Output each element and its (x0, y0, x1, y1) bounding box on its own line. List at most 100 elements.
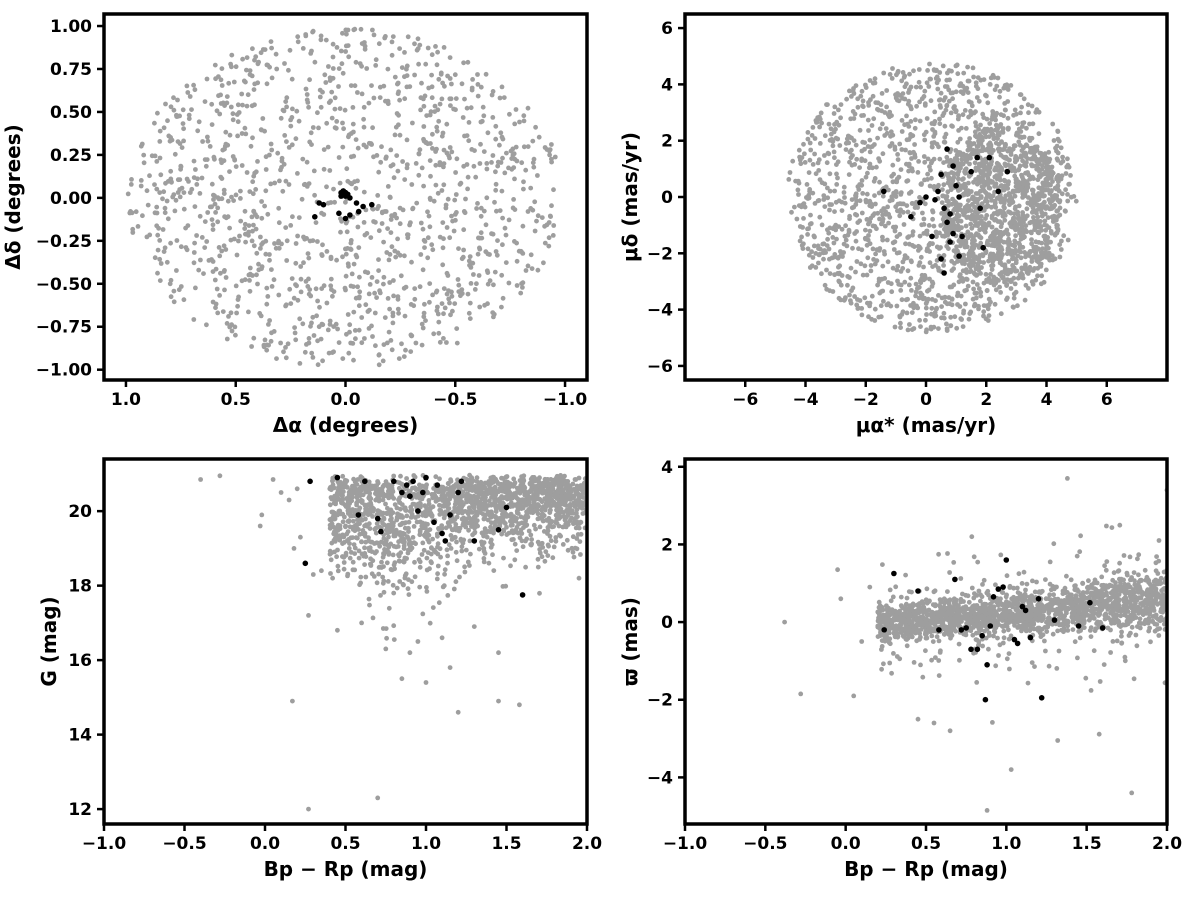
positions-field-point (262, 203, 267, 209)
positions-field-point (552, 154, 558, 160)
positions-field-point (401, 285, 407, 291)
positions-field-point (242, 221, 248, 227)
proper-motion-field-point (817, 116, 823, 122)
positions-field-point (361, 220, 367, 225)
proper-motion-field-point (930, 216, 935, 222)
positions-field-point (530, 138, 536, 144)
proper-motion-field-point (860, 103, 865, 109)
proper-motion-field-point (990, 72, 996, 78)
cmd-field-point (482, 498, 488, 504)
proper-motion-field-point (944, 103, 950, 109)
positions-field-point (140, 213, 145, 219)
positions-field-point (253, 226, 259, 232)
proper-motion-field-point (1022, 234, 1027, 240)
positions-field-point (157, 238, 163, 243)
positions-field-point (291, 295, 297, 301)
proper-motion-field-point (1043, 227, 1049, 233)
cmd-field-point (376, 571, 382, 577)
positions-field-point (295, 171, 300, 176)
positions-field-point (228, 104, 234, 110)
proper-motion-field-point (1030, 204, 1036, 210)
proper-motion-field-point (934, 80, 940, 86)
proper-motion-field-point (976, 303, 981, 309)
positions-field-point (332, 199, 337, 205)
positions-field-point (207, 204, 213, 210)
proper-motion-field-point (1039, 210, 1045, 215)
positions-field-point (333, 125, 339, 131)
proper-motion-field-point (900, 309, 906, 315)
proper-motion-field-point (974, 95, 980, 100)
proper-motion-field-point (984, 213, 990, 218)
positions-field-point (158, 172, 164, 178)
proper-motion-field-point (898, 190, 904, 196)
positions-field-point (454, 156, 460, 162)
cmd-field-point (330, 475, 336, 481)
positions-field-point (466, 258, 472, 264)
positions-field-point (328, 283, 334, 289)
positions-field-point (130, 230, 136, 235)
proper-motion-field-point (856, 246, 861, 252)
positions-field-point (281, 108, 287, 114)
positions-field-point (440, 130, 446, 136)
proper-motion-field-point (929, 144, 935, 150)
positions-field-point (423, 318, 428, 323)
positions-field-point (352, 328, 358, 333)
positions-field-point (311, 333, 317, 338)
positions-field-point (228, 61, 234, 67)
proper-motion-field-point (838, 282, 844, 288)
positions-field-point (144, 234, 150, 240)
proper-motion-field-point (1010, 199, 1016, 205)
positions-field-point (233, 164, 239, 170)
positions-field-point (243, 131, 249, 137)
proper-motion-field-point (895, 97, 900, 103)
positions-field-point (257, 311, 263, 316)
positions-field-point (394, 215, 399, 221)
proper-motion-field-point (958, 243, 963, 249)
positions-field-point (267, 318, 272, 323)
proper-motion-field-point (1002, 217, 1008, 223)
proper-motion-field-point (1018, 236, 1024, 242)
positions-field-point (260, 116, 266, 121)
proper-motion-field-point (1052, 185, 1058, 191)
cmd-field-point (319, 568, 324, 574)
proper-motion-field-point (912, 142, 917, 147)
proper-motion-field-point (799, 234, 804, 240)
positions-field-point (191, 317, 197, 322)
positions-field-point (213, 76, 219, 82)
proper-motion-field-point (1044, 180, 1049, 186)
positions-field-point (340, 30, 345, 36)
positions-field-point (546, 243, 552, 249)
proper-motion-field-point (1025, 195, 1031, 200)
proper-motion-field-point (952, 156, 958, 161)
proper-motion-field-point (971, 179, 976, 185)
proper-motion-field-point (992, 231, 998, 237)
proper-motion-field-point (995, 75, 1001, 81)
proper-motion-field-point (955, 116, 961, 122)
proper-motion-field-point (998, 112, 1004, 117)
proper-motion-field-point (828, 126, 834, 132)
proper-motion-field-point (990, 193, 996, 199)
positions-field-point (356, 303, 362, 309)
positions-field-point (247, 189, 253, 195)
proper-motion-field-point (866, 233, 871, 238)
positions-field-point (300, 156, 306, 162)
cmd-field-point (291, 546, 297, 551)
proper-motion-field-point (809, 133, 815, 138)
proper-motion-field-point (932, 109, 938, 115)
proper-motion-field-point (862, 263, 868, 269)
positions-field-point (313, 220, 319, 226)
positions-field-point (437, 101, 443, 107)
proper-motion-field-point (906, 124, 912, 129)
positions-y-tick-label: −1.00 (36, 361, 92, 381)
proper-motion-field-point (1063, 187, 1068, 193)
positions-field-point (506, 165, 511, 171)
proper-motion-field-point (1055, 128, 1061, 134)
positions-field-point (327, 318, 333, 324)
proper-motion-members-point (908, 213, 914, 220)
proper-motion-field-point (960, 112, 966, 118)
cmd-field-point (439, 635, 445, 641)
positions-field-point (288, 223, 294, 228)
positions-field-point (269, 284, 275, 289)
positions-field-point (478, 84, 484, 90)
positions-field-point (465, 59, 471, 65)
